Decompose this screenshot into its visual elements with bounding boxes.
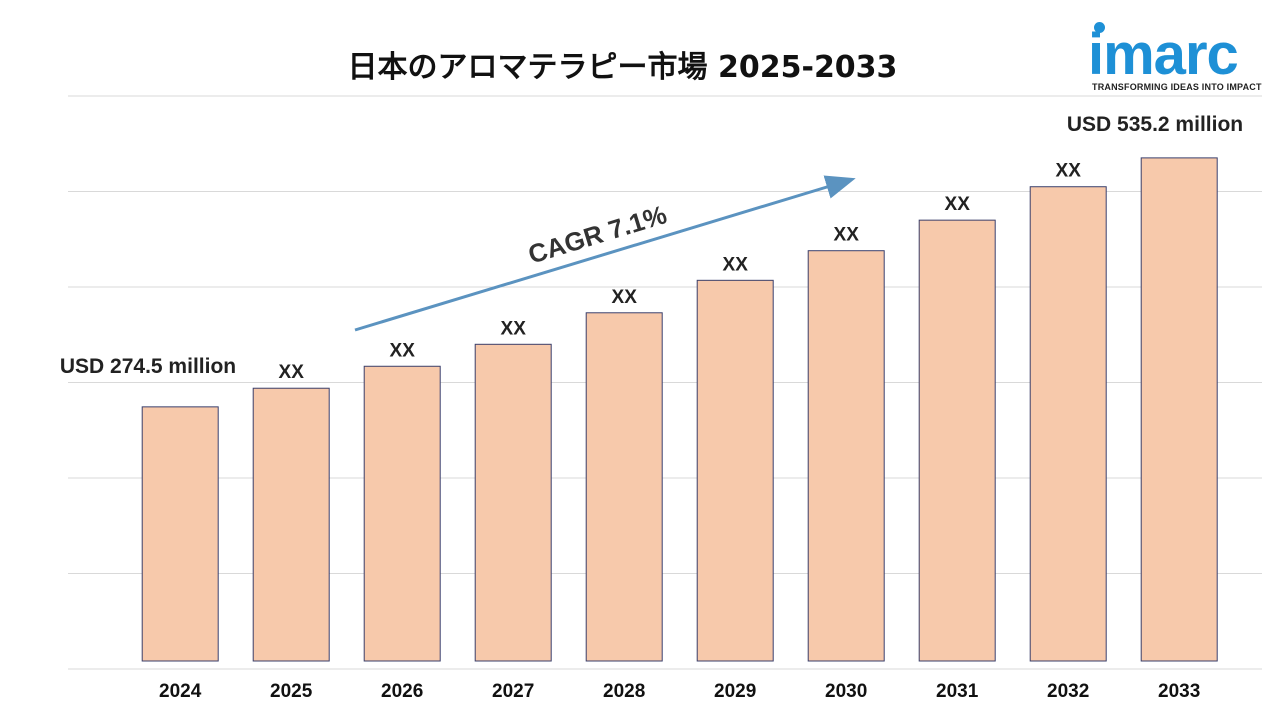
x-tick-label-2033: 2033 bbox=[1158, 681, 1200, 702]
x-tick-label-2024: 2024 bbox=[159, 681, 202, 702]
x-tick-label-2025: 2025 bbox=[270, 681, 313, 702]
data-label-2027: XX bbox=[501, 318, 527, 339]
bar-2026 bbox=[363, 365, 441, 662]
bar-2031 bbox=[918, 219, 996, 662]
bar-2027 bbox=[474, 343, 552, 662]
cagr-annotation: CAGR 7.1% bbox=[354, 175, 856, 332]
data-label-2030: XX bbox=[834, 225, 860, 246]
chart-title: 日本のアロマテラピー市場 2025-2033 bbox=[347, 50, 898, 85]
data-label-2031: XX bbox=[945, 194, 971, 215]
bar-2029 bbox=[696, 279, 774, 662]
x-tick-label-2029: 2029 bbox=[714, 681, 756, 702]
data-labels: USD 274.5 million XX XX XX XX XX XX XX XX USD 535… bbox=[60, 113, 1243, 383]
x-tick-label-2031: 2031 bbox=[936, 681, 979, 702]
x-tick-label-2026: 2026 bbox=[381, 681, 423, 702]
data-label-2026: XX bbox=[390, 340, 416, 361]
imarc-logo: imarc TRANSFORMING IDEAS INTO IMPACT bbox=[1088, 18, 1268, 98]
x-tick-labels: 2024 2025 2026 2027 2028 2029 2030 2031 2032 2033 bbox=[159, 681, 1200, 702]
data-label-2029: XX bbox=[723, 254, 749, 275]
logo-wordmark: imarc bbox=[1088, 22, 1239, 87]
x-tick-label-2030: 2030 bbox=[825, 681, 867, 702]
logo-tagline: TRANSFORMING IDEAS INTO IMPACT bbox=[1092, 82, 1262, 92]
cagr-arrow bbox=[354, 175, 856, 332]
bar-2025 bbox=[252, 387, 330, 662]
x-tick-label-2032: 2032 bbox=[1047, 681, 1089, 702]
x-tick-label-2028: 2028 bbox=[603, 681, 645, 702]
logo-dot-icon bbox=[1094, 22, 1105, 33]
data-label-2024: USD 274.5 million bbox=[60, 355, 236, 378]
bars bbox=[141, 157, 1218, 662]
data-label-2028: XX bbox=[612, 287, 638, 308]
data-label-2033: USD 535.2 million bbox=[1067, 113, 1243, 136]
bar-2030 bbox=[807, 250, 885, 662]
bar-2032 bbox=[1029, 186, 1107, 662]
x-tick-label-2027: 2027 bbox=[492, 681, 534, 702]
data-label-2032: XX bbox=[1056, 161, 1082, 182]
cagr-label: CAGR 7.1% bbox=[525, 199, 671, 270]
bar-2033 bbox=[1140, 157, 1218, 662]
bar-2024 bbox=[141, 406, 219, 662]
bar-2028 bbox=[585, 312, 663, 662]
data-label-2025: XX bbox=[279, 362, 305, 383]
